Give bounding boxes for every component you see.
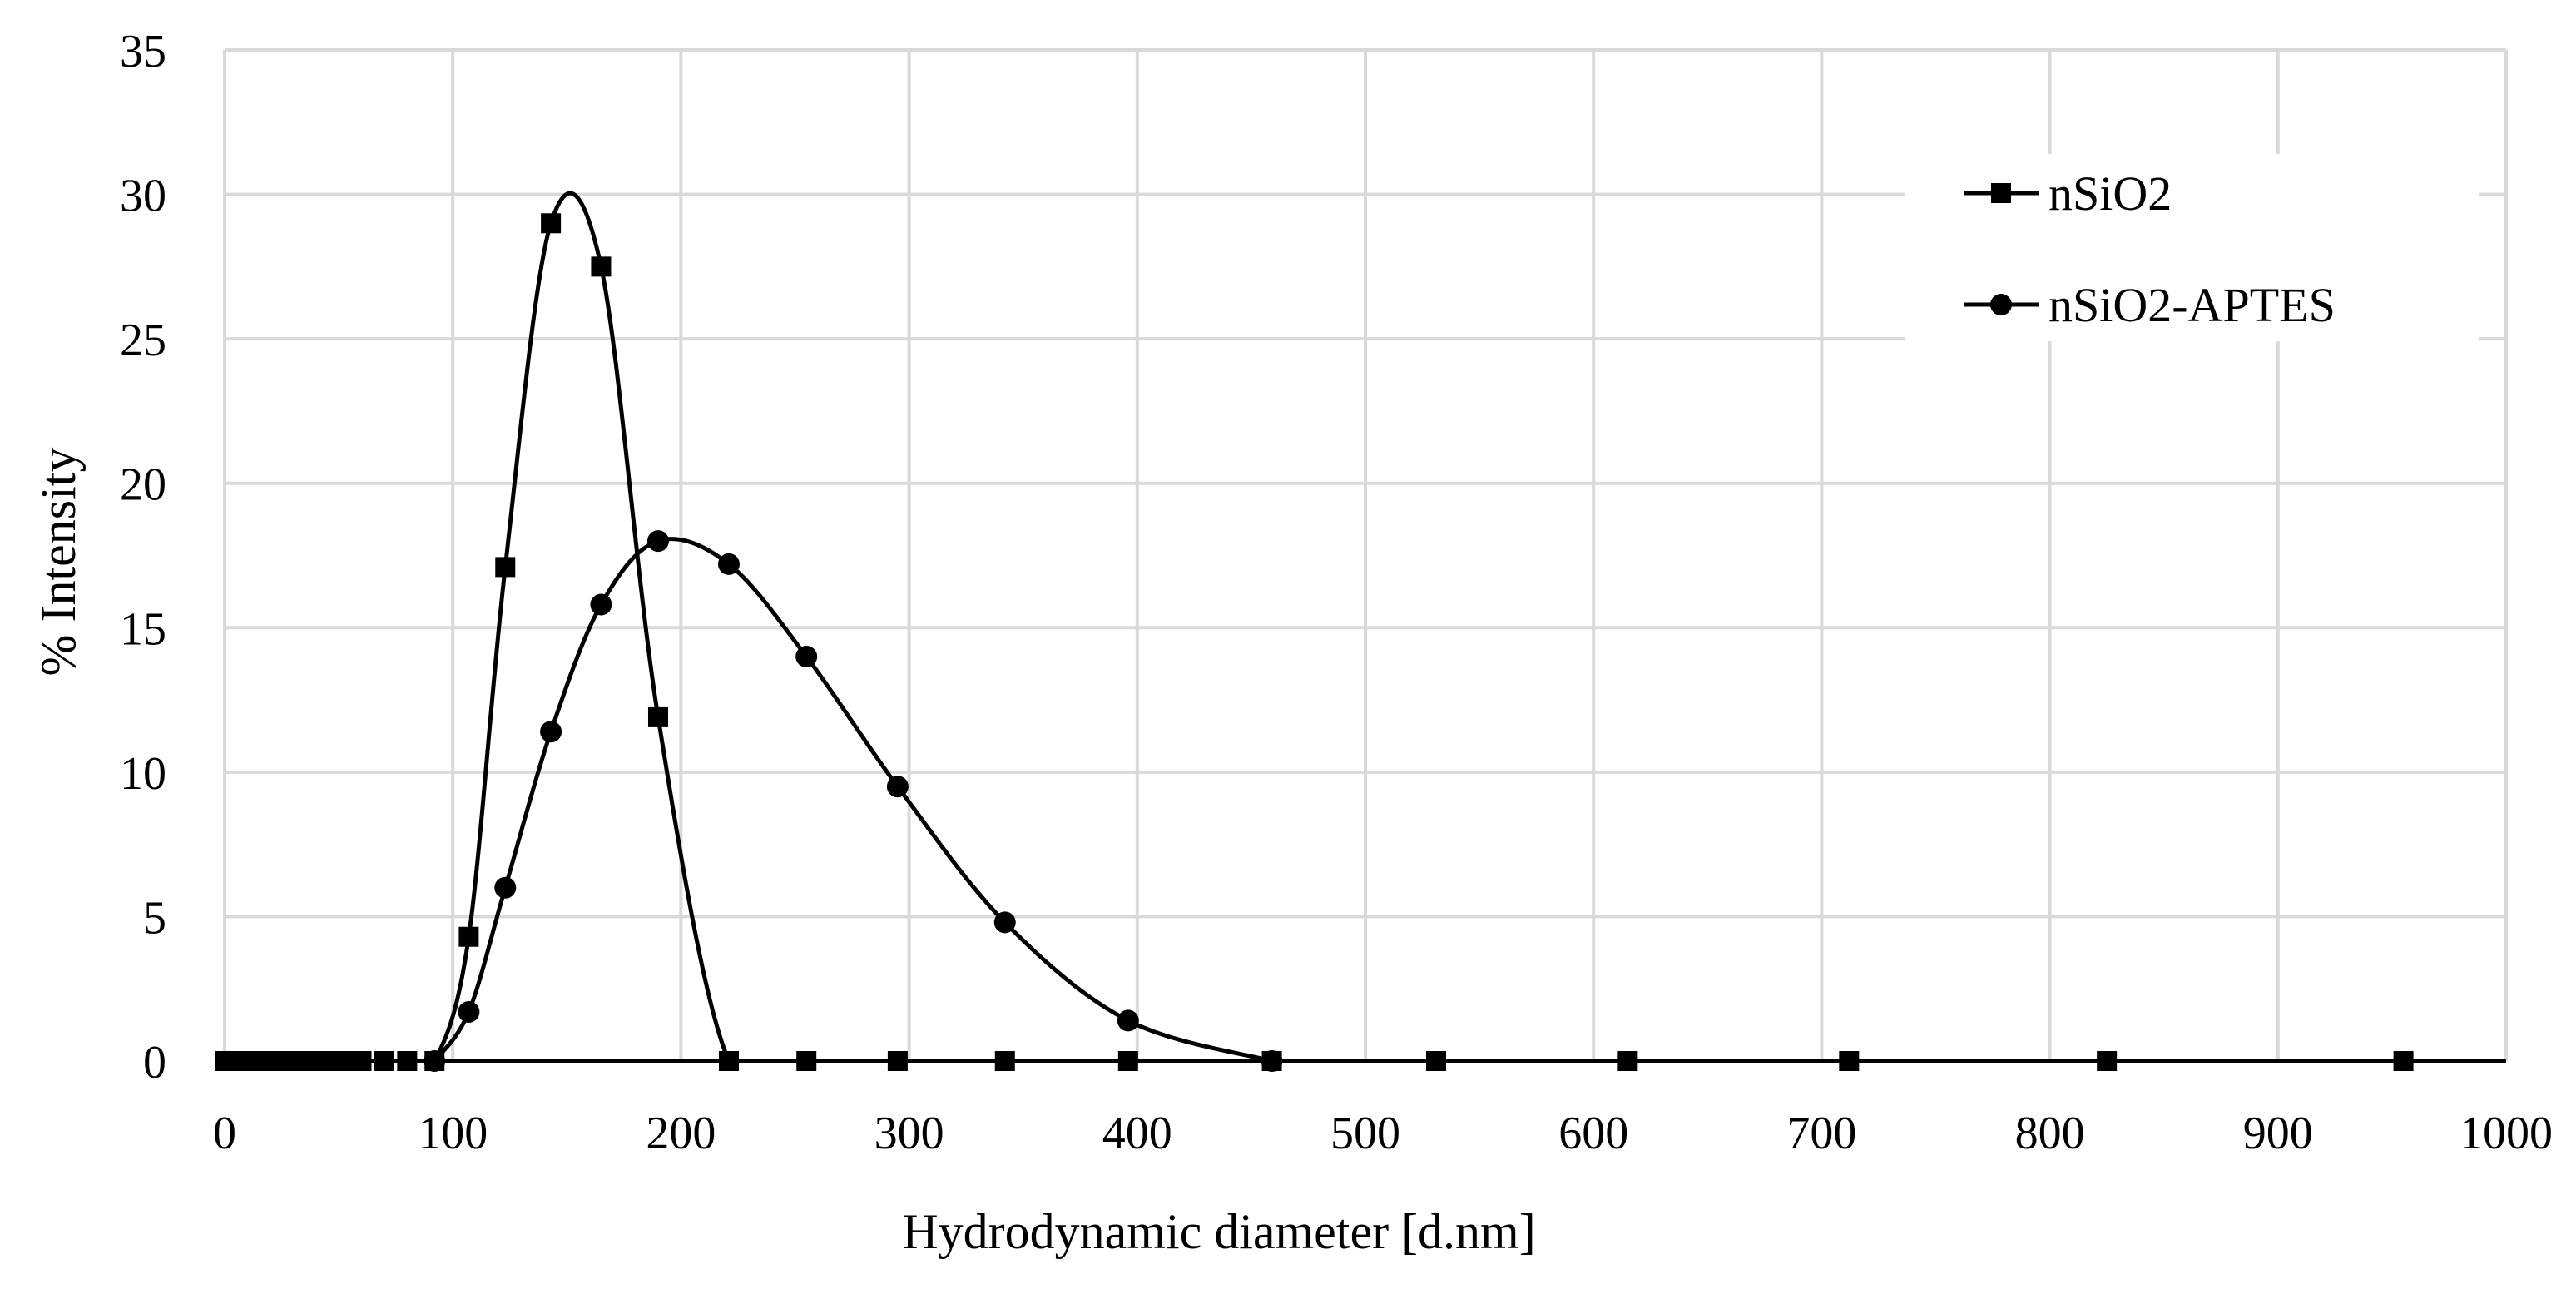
data-point-square [994, 1051, 1015, 1071]
x-tick-label: 900 [2243, 1108, 2313, 1159]
data-point-circle [886, 776, 909, 798]
data-point-circle [540, 721, 562, 743]
data-point-square [591, 256, 612, 277]
x-tick-label: 200 [646, 1108, 716, 1159]
data-point-square [887, 1051, 908, 1071]
data-point-square [718, 1051, 739, 1071]
y-tick-label: 5 [143, 892, 166, 944]
legend-label-nsio2-aptes: nSiO2-APTES [2048, 278, 2336, 332]
series-line [433, 537, 1273, 1063]
y-tick-label: 30 [120, 171, 166, 222]
y-axis-title: % Intensity [31, 448, 86, 677]
x-tick-label: 1000 [2460, 1108, 2553, 1159]
x-tick-label: 400 [1102, 1108, 1172, 1159]
data-point-circle [590, 593, 612, 616]
legend-label-nsio2: nSiO2 [2048, 166, 2172, 221]
x-tick-label: 500 [1330, 1108, 1400, 1159]
x-tick-label: 600 [1558, 1108, 1628, 1159]
data-point-square [1839, 1051, 1860, 1071]
data-point-circle [993, 911, 1016, 934]
data-point-square [1426, 1051, 1447, 1071]
x-tick-label: 0 [213, 1108, 236, 1159]
data-point-circle [795, 646, 818, 667]
data-point-circle [424, 1050, 446, 1072]
x-tick-label: 100 [418, 1108, 488, 1159]
x-tick-label: 700 [1786, 1108, 1856, 1159]
y-tick-label: 0 [143, 1037, 166, 1088]
legend-marker-square-icon [1991, 183, 2011, 203]
data-point-circle [494, 876, 517, 899]
series-nsio2-aptes [424, 530, 1283, 1072]
x-axis-title: Hydrodynamic diameter [d.nm] [902, 1204, 1535, 1259]
data-point-square [397, 1051, 418, 1071]
data-point-circle [717, 553, 740, 575]
x-tick-label: 800 [2015, 1108, 2085, 1159]
x-tick-label: 300 [874, 1108, 944, 1159]
data-point-circle [646, 530, 669, 553]
y-tick-label: 35 [120, 26, 166, 77]
legend: nSiO2 nSiO2-APTES [1905, 154, 2479, 341]
data-point-square [647, 706, 668, 727]
data-point-square [1117, 1051, 1138, 1071]
series-group [215, 191, 2414, 1072]
y-tick-label: 20 [120, 459, 166, 511]
data-point-square [796, 1051, 817, 1071]
data-point-square [2097, 1051, 2118, 1071]
data-point-square [374, 1051, 394, 1071]
data-point-circle [458, 1000, 480, 1023]
y-tick-label: 10 [120, 748, 166, 800]
legend-entry-nsio2-aptes: nSiO2-APTES [1964, 278, 2336, 332]
data-point-circle [1117, 1009, 1139, 1032]
data-point-square [541, 213, 562, 234]
data-point-square [1617, 1051, 1638, 1071]
data-point-square [495, 557, 516, 578]
data-point-square [2393, 1051, 2414, 1071]
data-point-square [351, 1051, 372, 1071]
data-point-square [458, 926, 479, 947]
data-point-square [333, 1051, 354, 1071]
data-point-circle [1261, 1050, 1283, 1072]
y-tick-label: 15 [120, 603, 166, 655]
y-tick-label: 25 [120, 315, 166, 366]
legend-marker-circle-icon [1990, 294, 2012, 315]
legend-entry-nsio2: nSiO2 [1964, 166, 2172, 221]
tick-labels: 0 100 200 300 400 500 600 700 800 900 1000 0 5 10 15 20… [120, 26, 2553, 1159]
